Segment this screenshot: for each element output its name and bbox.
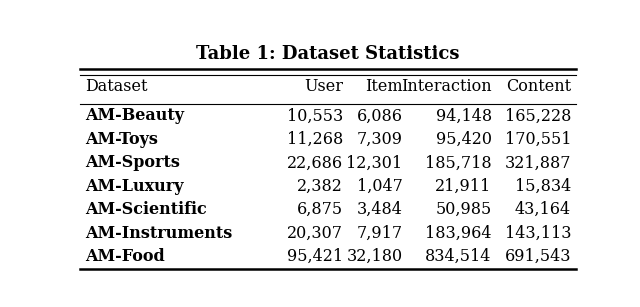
- Text: Table 1: Dataset Statistics: Table 1: Dataset Statistics: [196, 45, 460, 63]
- Text: AM-Scientific: AM-Scientific: [85, 201, 207, 218]
- Text: 11,268: 11,268: [287, 131, 343, 148]
- Text: 185,718: 185,718: [425, 154, 492, 171]
- Text: Dataset: Dataset: [85, 78, 147, 95]
- Text: 12,301: 12,301: [346, 154, 403, 171]
- Text: 834,514: 834,514: [426, 248, 492, 265]
- Text: 10,553: 10,553: [287, 107, 343, 124]
- Text: AM-Instruments: AM-Instruments: [85, 225, 232, 242]
- Text: 3,484: 3,484: [356, 201, 403, 218]
- Text: 165,228: 165,228: [505, 107, 571, 124]
- Text: 183,964: 183,964: [425, 225, 492, 242]
- Text: 6,875: 6,875: [297, 201, 343, 218]
- Text: 32,180: 32,180: [346, 248, 403, 265]
- Text: 15,834: 15,834: [515, 178, 571, 195]
- Text: 95,420: 95,420: [436, 131, 492, 148]
- Text: 43,164: 43,164: [515, 201, 571, 218]
- Text: 50,985: 50,985: [435, 201, 492, 218]
- Text: 95,421: 95,421: [287, 248, 343, 265]
- Text: 94,148: 94,148: [436, 107, 492, 124]
- Text: 7,309: 7,309: [356, 131, 403, 148]
- Text: 7,917: 7,917: [356, 225, 403, 242]
- Text: 170,551: 170,551: [504, 131, 571, 148]
- Text: AM-Beauty: AM-Beauty: [85, 107, 184, 124]
- Text: 22,686: 22,686: [287, 154, 343, 171]
- Text: 21,911: 21,911: [435, 178, 492, 195]
- Text: 6,086: 6,086: [356, 107, 403, 124]
- Text: AM-Food: AM-Food: [85, 248, 164, 265]
- Text: 20,307: 20,307: [287, 225, 343, 242]
- Text: 691,543: 691,543: [504, 248, 571, 265]
- Text: Interaction: Interaction: [401, 78, 492, 95]
- Text: 1,047: 1,047: [356, 178, 403, 195]
- Text: AM-Luxury: AM-Luxury: [85, 178, 184, 195]
- Text: Content: Content: [506, 78, 571, 95]
- Text: 143,113: 143,113: [504, 225, 571, 242]
- Text: User: User: [304, 78, 343, 95]
- Text: Item: Item: [365, 78, 403, 95]
- Text: 321,887: 321,887: [504, 154, 571, 171]
- Text: AM-Sports: AM-Sports: [85, 154, 180, 171]
- Text: 2,382: 2,382: [297, 178, 343, 195]
- Text: AM-Toys: AM-Toys: [85, 131, 158, 148]
